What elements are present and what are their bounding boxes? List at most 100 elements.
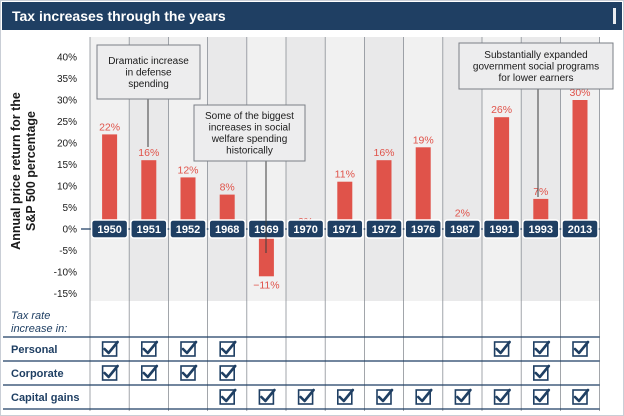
year-badge <box>365 219 403 239</box>
bar <box>572 100 588 229</box>
checkmark-icon <box>220 388 237 403</box>
checkmark-icon <box>416 388 433 403</box>
checkmark-icon <box>534 388 551 403</box>
year-badge <box>326 219 364 239</box>
y-axis-label-line: S&P 500 percentage <box>24 111 38 231</box>
data-label: 2% <box>455 207 470 219</box>
x-tick-label: 1952 <box>176 224 200 236</box>
annotation-text: increases in social <box>209 123 291 134</box>
checkmark-icon <box>338 388 355 403</box>
bar <box>180 177 196 229</box>
checkmark-icon <box>495 388 511 403</box>
tax-table-heading: increase in: <box>11 323 67 335</box>
checkmark-icon <box>573 388 590 403</box>
chart-title: Tax increases through the years <box>12 8 226 24</box>
data-label: 7% <box>533 186 548 198</box>
y-tick-label: 15% <box>57 160 77 171</box>
x-tick-label: 2013 <box>568 224 592 236</box>
y-axis-label: Annual price return for theS&P 500 perce… <box>9 92 38 250</box>
x-tick-label: 1991 <box>489 224 513 236</box>
year-badge <box>561 219 599 239</box>
x-tick-label: 1993 <box>529 224 553 236</box>
y-tick-label: 35% <box>57 74 77 85</box>
column-background <box>207 37 247 301</box>
column-background <box>325 37 365 301</box>
checkmark-icon <box>534 364 551 379</box>
annotation-box <box>96 44 201 100</box>
y-tick-label: -10% <box>54 268 77 279</box>
checkmark-icon <box>103 340 119 355</box>
annotation-box <box>193 104 306 162</box>
checkmark-icon <box>220 364 237 379</box>
year-badge <box>130 219 168 239</box>
y-tick-label: 5% <box>63 203 78 214</box>
column-background <box>286 37 326 301</box>
data-label: 26% <box>491 104 512 116</box>
x-tick-label: 1971 <box>333 224 357 236</box>
x-tick-label: 1972 <box>372 224 396 236</box>
year-badge <box>90 219 129 239</box>
bar <box>141 160 157 229</box>
y-tick-label: 0% <box>63 225 78 236</box>
checkmark-icon <box>142 364 159 379</box>
y-tick-label: 10% <box>57 182 77 193</box>
data-label: 16% <box>138 147 159 159</box>
title-accent-mark <box>613 8 616 24</box>
year-badge <box>443 219 482 239</box>
x-tick-label: 1987 <box>450 224 474 236</box>
tax-row-label: Personal <box>11 344 57 356</box>
title-bar: Tax increases through the years <box>2 2 622 30</box>
bar <box>337 181 353 229</box>
checkmark-icon <box>181 340 198 355</box>
year-badge <box>169 219 207 239</box>
y-tick-label: 25% <box>57 117 77 128</box>
data-label: 16% <box>373 147 394 159</box>
checkmark-icon <box>377 388 394 403</box>
year-badge <box>286 219 325 239</box>
x-tick-label: 1976 <box>411 224 435 236</box>
checkmark-icon <box>260 388 276 403</box>
y-tick-label: 30% <box>57 96 77 107</box>
annotation-text: government social programs <box>473 61 599 72</box>
checkmark-icon <box>142 340 159 355</box>
checkmark-icon <box>534 340 551 355</box>
data-label: 8% <box>220 182 235 194</box>
checkmark-icon <box>495 340 511 355</box>
checkmark-icon <box>103 364 119 379</box>
bar <box>494 117 510 229</box>
year-badge <box>404 219 442 239</box>
y-tick-label: 40% <box>57 53 77 64</box>
annotation-text: welfare spending <box>211 134 288 145</box>
annotation-text: for lower earners <box>498 73 573 84</box>
data-label: 19% <box>413 134 434 146</box>
y-tick-label: -5% <box>59 246 77 257</box>
data-label: 12% <box>177 164 198 176</box>
annotation-text: Some of the biggest <box>205 111 294 122</box>
x-tick-label: 1951 <box>137 224 161 236</box>
y-axis-label-line: Annual price return for the <box>9 92 23 250</box>
year-badge <box>208 219 246 239</box>
checkmark-icon <box>573 340 590 355</box>
data-label: 22% <box>99 121 120 133</box>
checkmark-icon <box>181 364 198 379</box>
bar <box>102 134 118 229</box>
bar <box>415 147 431 229</box>
y-tick-label: 20% <box>57 139 77 150</box>
checkmark-icon <box>220 340 237 355</box>
x-tick-label: 1970 <box>293 224 317 236</box>
x-tick-label: 1968 <box>215 224 239 236</box>
y-tick-label: -15% <box>54 289 77 300</box>
annotation-text: spending <box>128 79 169 90</box>
data-label: −11% <box>253 279 279 291</box>
checkmark-icon <box>456 388 472 403</box>
annotation-text: Dramatic increase <box>108 56 189 67</box>
x-tick-label: 1950 <box>97 224 121 236</box>
tax-row-label: Capital gains <box>11 392 79 404</box>
bar <box>376 160 392 229</box>
year-badge <box>482 219 521 239</box>
data-label: 11% <box>335 169 355 181</box>
annotation-box <box>458 42 614 90</box>
annotation-text: Substantially expanded <box>484 50 587 61</box>
